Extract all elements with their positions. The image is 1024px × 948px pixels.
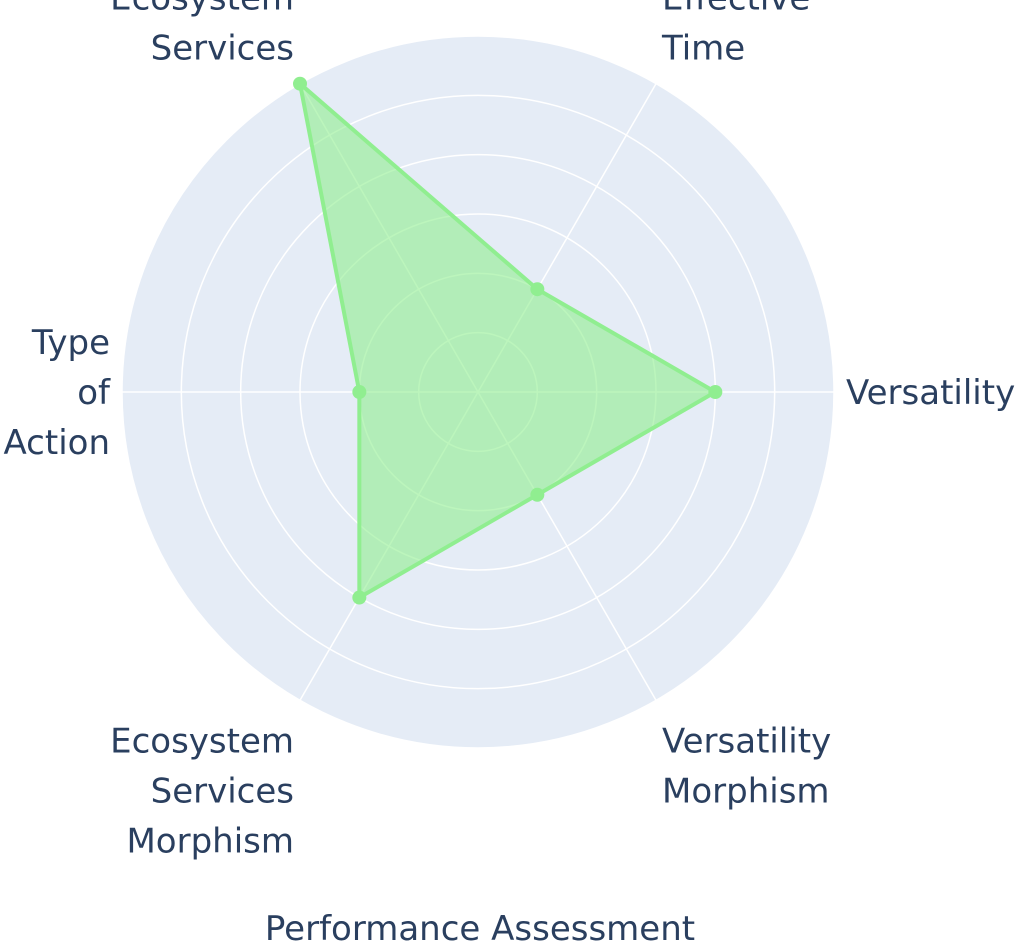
axis-labels: Versatility EffectiveTime EcosystemService… — [4, 0, 1016, 862]
series-points — [293, 76, 723, 605]
axis-label-2: EffectiveTime — [661, 0, 810, 68]
data-point-6 — [530, 487, 545, 502]
axis-label-1: Versatility — [846, 373, 1015, 413]
data-point-1 — [708, 385, 723, 399]
data-point-5 — [352, 590, 367, 605]
data-point-3 — [293, 76, 307, 91]
data-point-4 — [352, 385, 367, 399]
axis-label-6: Versatility Morphism — [662, 722, 831, 812]
axis-label-5: Ecosystem Services Morphism — [110, 722, 294, 862]
axis-label-4: Type of Action — [4, 323, 112, 463]
data-point-2 — [530, 282, 545, 297]
chart-title: Performance Assessment — [265, 909, 695, 948]
